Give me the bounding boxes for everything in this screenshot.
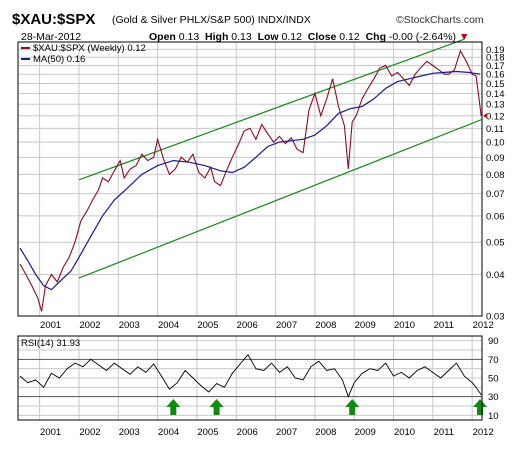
rsi-panel-y-axis: 10 30 50 70 90 <box>488 336 499 422</box>
chg-down-marker-icon: ▼ <box>458 31 470 43</box>
legend-label: $XAU:$SPX (Weekly) 0.12 <box>33 43 146 54</box>
open-label: Open <box>149 31 176 43</box>
year-tick-label: 2004 <box>158 427 179 438</box>
year-tick-label: 2011 <box>434 320 454 331</box>
year-tick-label: 2003 <box>119 320 140 331</box>
quote-bar: Open 0.13 High 0.13 Low 0.12 Close 0.12 … <box>149 31 469 43</box>
rsi-tick-label: 90 <box>488 336 499 347</box>
main-panel-frame <box>17 41 483 317</box>
year-tick-label: 2010 <box>394 320 415 331</box>
price-tick-label: 0.12 <box>486 111 505 122</box>
year-tick-label: 2009 <box>355 427 376 438</box>
rsi-panel-x-axis: 2001 2002 2003 2004 2005 2006 2007 2008 2009 2010… <box>40 427 494 438</box>
rsi-panel-arrows <box>166 399 488 415</box>
rsi-tick-label: 70 <box>488 355 499 366</box>
year-tick-label: 2007 <box>276 427 297 438</box>
price-tick-label: 0.08 <box>486 170 505 181</box>
year-tick-label: 2012 <box>473 320 494 331</box>
year-tick-label: 2001 <box>40 427 61 438</box>
year-tick-label: 2006 <box>237 427 258 438</box>
open-value: 0.13 <box>178 31 200 43</box>
ma50-series-line <box>19 70 481 291</box>
year-tick-label: 2008 <box>315 320 336 331</box>
price-tick-label: 0.16 <box>486 70 505 81</box>
high-label: High <box>205 31 229 43</box>
year-tick-label: 2005 <box>197 320 218 331</box>
main-panel-x-axis: 2001 2002 2003 2004 2005 2006 2007 2008 2009 2010… <box>40 320 494 331</box>
channel-trendline <box>78 118 483 279</box>
low-value: 0.12 <box>281 31 302 43</box>
chart-symbol: $XAU:$SPX <box>12 11 96 28</box>
year-tick-label: 2002 <box>79 427 100 438</box>
year-tick-label: 2002 <box>79 320 100 331</box>
price-tick-label: 0.19 <box>486 45 505 56</box>
price-tick-label: 0.05 <box>486 238 505 249</box>
green-up-arrow-icon <box>209 399 224 415</box>
price-tick-label: 0.17 <box>486 61 505 72</box>
year-tick-label: 2003 <box>119 427 140 438</box>
rsi-legend-label: RSI(14) 31.93 <box>21 338 80 349</box>
price-tick-label: 0.10 <box>486 138 505 149</box>
rsi-tick-label: 50 <box>488 374 499 385</box>
chart-description: (Gold & Silver PHLX/S&P 500) INDX/INDX <box>112 14 311 26</box>
year-tick-label: 2005 <box>197 427 218 438</box>
green-up-arrow-icon <box>166 399 181 415</box>
year-tick-label: 2006 <box>237 320 258 331</box>
main-panel-series <box>19 38 483 312</box>
year-tick-label: 2007 <box>276 320 297 331</box>
channel-trendline <box>78 38 465 181</box>
low-label: Low <box>257 31 279 43</box>
price-tick-label: 0.13 <box>486 100 505 111</box>
price-tick-label: 0.04 <box>486 270 505 281</box>
year-tick-label: 2008 <box>315 427 336 438</box>
rsi-tick-label: 30 <box>488 392 499 403</box>
chg-label: Chg <box>365 31 386 43</box>
legend-label: MA(50) 0.16 <box>33 54 85 65</box>
year-tick-label: 2004 <box>158 320 179 331</box>
year-tick-label: 2012 <box>473 427 494 438</box>
chart-date: 28-Mar-2012 <box>21 31 82 43</box>
rsi-tick-label: 10 <box>488 411 499 422</box>
green-up-arrow-icon <box>473 399 488 415</box>
price-tick-label: 0.09 <box>486 153 505 164</box>
rsi-series-line <box>19 353 482 398</box>
green-up-arrow-icon <box>345 399 360 415</box>
close-label: Close <box>307 31 337 43</box>
price-tick-label: 0.11 <box>486 124 504 135</box>
price-tick-label: 0.06 <box>486 211 505 222</box>
year-tick-label: 2010 <box>394 427 415 438</box>
close-value: 0.12 <box>339 31 360 43</box>
last-price-marker-icon <box>483 113 487 119</box>
price-tick-label: 0.03 <box>486 312 505 323</box>
year-tick-label: 2009 <box>355 320 376 331</box>
year-tick-label: 2011 <box>434 427 454 438</box>
main-panel-y-axis: 0.03 0.04 0.05 0.06 0.07 0.08 0.09 0.10 0.11 0.12… <box>483 45 505 323</box>
price-series-line <box>19 49 482 312</box>
rsi-panel-frame <box>17 335 483 421</box>
chg-value: -0.00 (-2.64%) <box>388 31 457 43</box>
rsi-panel-grid <box>18 336 482 420</box>
rsi-panel-series <box>19 353 482 398</box>
brand-watermark: ©StockCharts.com <box>396 14 484 26</box>
rsi-panel-legend: RSI(14) 31.93 <box>21 338 80 349</box>
year-tick-label: 2001 <box>40 320 61 331</box>
price-tick-label: 0.07 <box>486 189 505 200</box>
price-tick-label: 0.18 <box>486 53 505 64</box>
high-value: 0.13 <box>231 31 252 43</box>
price-tick-label: 0.15 <box>486 79 505 90</box>
price-tick-label: 0.14 <box>486 89 505 100</box>
